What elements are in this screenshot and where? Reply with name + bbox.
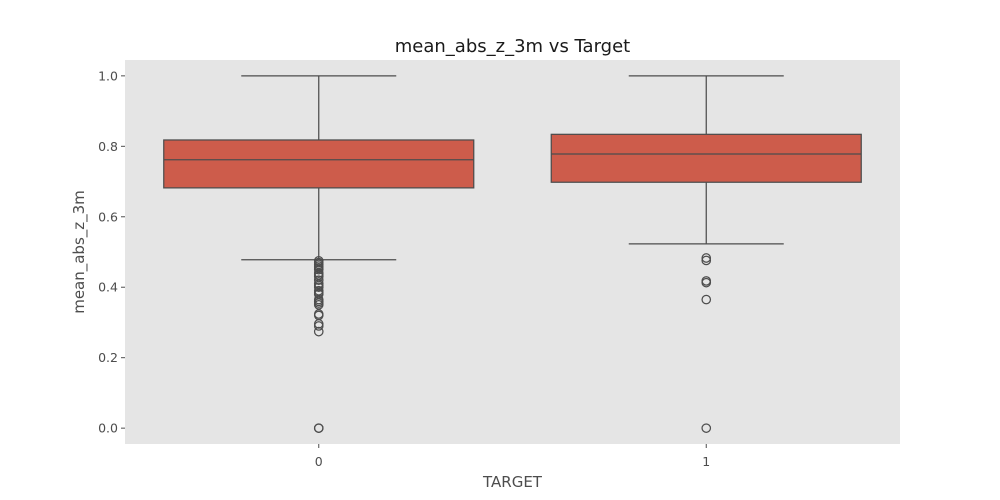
outlier-point bbox=[313, 326, 324, 337]
plot-background bbox=[125, 60, 900, 444]
box-group-1 bbox=[550, 75, 862, 433]
outlier-point bbox=[313, 275, 324, 286]
y-tick-label: 0.6 bbox=[98, 209, 118, 224]
x-tick-label: 0 bbox=[315, 454, 323, 469]
box-series bbox=[163, 75, 862, 433]
chart-title: mean_abs_z_3m vs Target bbox=[395, 36, 630, 57]
x-axis-label: TARGET bbox=[482, 473, 543, 491]
y-tick-label: 0.0 bbox=[98, 421, 118, 436]
y-tick-label: 0.2 bbox=[98, 350, 118, 365]
outlier-point bbox=[313, 255, 324, 266]
outlier-point bbox=[701, 423, 712, 433]
box-iqr bbox=[163, 139, 475, 189]
outlier-point bbox=[313, 423, 324, 433]
outlier-point bbox=[701, 276, 712, 286]
y-tick-label: 0.4 bbox=[98, 280, 118, 295]
y-tick-label: 0.8 bbox=[98, 139, 118, 154]
outlier-point bbox=[313, 309, 324, 319]
y-axis-label: mean_abs_z_3m bbox=[70, 190, 89, 314]
outlier-point bbox=[701, 255, 712, 266]
outlier-point bbox=[313, 285, 324, 296]
outlier-point bbox=[701, 253, 712, 263]
y-tick-label: 1.0 bbox=[98, 68, 118, 83]
outlier-point bbox=[701, 294, 712, 305]
x-tick-label: 1 bbox=[702, 454, 710, 469]
box-group-0 bbox=[163, 75, 475, 433]
box-iqr bbox=[550, 133, 862, 183]
y-axis-ticks: 0.0 0.2 0.4 0.6 0.8 1.0 bbox=[98, 68, 125, 436]
